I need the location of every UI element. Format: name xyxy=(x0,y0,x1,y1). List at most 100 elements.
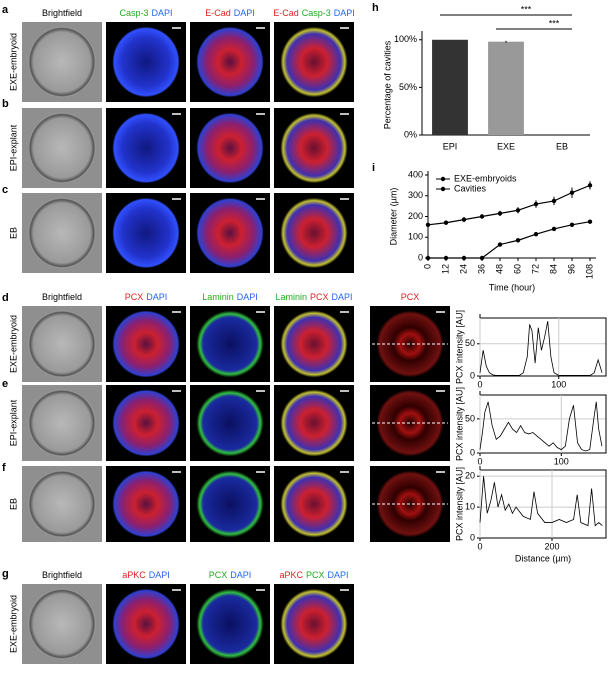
y-tick-label: 50 xyxy=(465,338,475,348)
x-tick-label: 60 xyxy=(512,264,522,274)
panel-letter: d xyxy=(2,292,9,304)
cell-aggregate xyxy=(280,197,348,269)
data-point xyxy=(569,222,575,227)
cell-aggregate xyxy=(28,588,96,660)
x-tick-label: 100 xyxy=(554,456,569,466)
column-header: PCX xyxy=(401,292,420,302)
y-tick-label: 50% xyxy=(399,82,417,92)
plot-frame xyxy=(479,317,607,377)
column-header: Brightfield xyxy=(42,292,82,302)
series-line xyxy=(479,401,603,452)
cell-aggregate xyxy=(28,470,96,538)
cell-aggregate xyxy=(280,310,348,378)
header-word: E-Cad xyxy=(273,8,299,18)
legend-marker xyxy=(440,176,446,182)
header-word: aPKC xyxy=(122,570,146,580)
x-tick-label: EPI xyxy=(443,141,458,151)
header-word: DAPI xyxy=(328,570,349,580)
data-point xyxy=(497,211,503,216)
data-point xyxy=(551,226,557,232)
cell-aggregate xyxy=(196,26,264,98)
cell-aggregate xyxy=(112,470,180,538)
column-header: Casp-3 DAPI xyxy=(119,8,172,18)
x-tick-label: 72 xyxy=(530,264,540,274)
x-axis-label: Distance (µm) xyxy=(515,553,571,563)
row-label: EXE-embryoid xyxy=(8,33,18,91)
y-tick-label: 0% xyxy=(404,129,417,139)
data-point xyxy=(497,242,503,247)
column-header: E-Cad DAPI xyxy=(205,8,255,18)
column-header: Brightfield xyxy=(42,8,82,18)
x-axis-label: Time (hour) xyxy=(489,282,535,292)
data-point xyxy=(479,255,485,261)
panel-letter: g xyxy=(2,568,9,580)
cell-aggregate xyxy=(28,310,96,378)
cell-aggregate xyxy=(112,588,180,660)
x-tick-label: 0 xyxy=(477,456,482,466)
row-label: EXE-embryoid xyxy=(8,595,18,653)
cell-aggregate xyxy=(280,389,348,457)
header-word: DAPI xyxy=(146,292,167,302)
plot-frame xyxy=(479,394,607,454)
y-tick-label: 10 xyxy=(465,501,475,511)
cell-aggregate xyxy=(112,389,180,457)
significance-label: *** xyxy=(549,18,560,28)
header-word: DAPI xyxy=(234,8,255,18)
header-word: Brightfield xyxy=(42,570,82,580)
cell-aggregate xyxy=(196,197,264,269)
y-tick-label: 0 xyxy=(470,532,475,542)
data-point xyxy=(515,208,521,213)
series-line xyxy=(428,221,591,259)
x-tick-label: 108 xyxy=(584,264,594,279)
panel-letter: b xyxy=(2,98,9,110)
legend-marker xyxy=(440,186,446,192)
panel-letter: e xyxy=(2,378,8,390)
header-word: PCX xyxy=(209,570,228,580)
cell-aggregate xyxy=(28,112,96,184)
column-header: Laminin DAPI xyxy=(202,292,258,302)
x-tick-label: 36 xyxy=(476,264,486,274)
header-word: Casp-3 xyxy=(302,8,331,18)
column-header: Laminin PCX DAPI xyxy=(275,292,352,302)
y-tick-label: 100 xyxy=(408,232,423,242)
column-header: E-Cad Casp-3 DAPI xyxy=(273,8,355,18)
y-tick-label: 200 xyxy=(408,211,423,221)
series-line xyxy=(479,321,603,376)
x-tick-label: 0 xyxy=(422,264,432,269)
panel-letter: i xyxy=(372,162,375,174)
row-label: EXE-embryoid xyxy=(8,315,18,373)
cell-aggregate xyxy=(196,112,264,184)
panel-letter: h xyxy=(372,2,379,14)
data-point xyxy=(443,255,449,261)
column-header: Brightfield xyxy=(42,570,82,580)
data-point xyxy=(515,238,521,243)
x-tick-label: 200 xyxy=(544,541,559,551)
y-axis-label: PCX intensity [AU] xyxy=(454,387,464,461)
x-tick-label: 96 xyxy=(566,264,576,274)
header-word: DAPI xyxy=(237,292,258,302)
y-tick-label: 0 xyxy=(418,252,423,262)
header-word: DAPI xyxy=(149,570,170,580)
y-tick-label: 50 xyxy=(465,413,475,423)
panel-letter: c xyxy=(2,184,8,196)
row-label: EB xyxy=(8,498,18,510)
data-point xyxy=(569,190,575,195)
header-word: Brightfield xyxy=(42,8,82,18)
cell-aggregate xyxy=(196,310,264,378)
x-tick-label: 0 xyxy=(477,541,482,551)
bar xyxy=(432,39,468,136)
data-point xyxy=(587,219,593,224)
y-tick-label: 0 xyxy=(470,447,475,457)
cell-aggregate xyxy=(280,26,348,98)
header-word: PCX xyxy=(306,570,325,580)
y-tick-label: 20 xyxy=(465,471,475,481)
x-tick-label: 100 xyxy=(551,379,566,389)
legend-label: EXE-embryoids xyxy=(454,173,517,183)
legend-label: Cavities xyxy=(454,183,487,193)
significance-label: *** xyxy=(521,4,532,14)
y-axis-label: Diameter (µm) xyxy=(388,188,398,246)
bar xyxy=(488,41,524,135)
cell-aggregate xyxy=(28,389,96,457)
x-tick-label: 0 xyxy=(477,379,482,389)
